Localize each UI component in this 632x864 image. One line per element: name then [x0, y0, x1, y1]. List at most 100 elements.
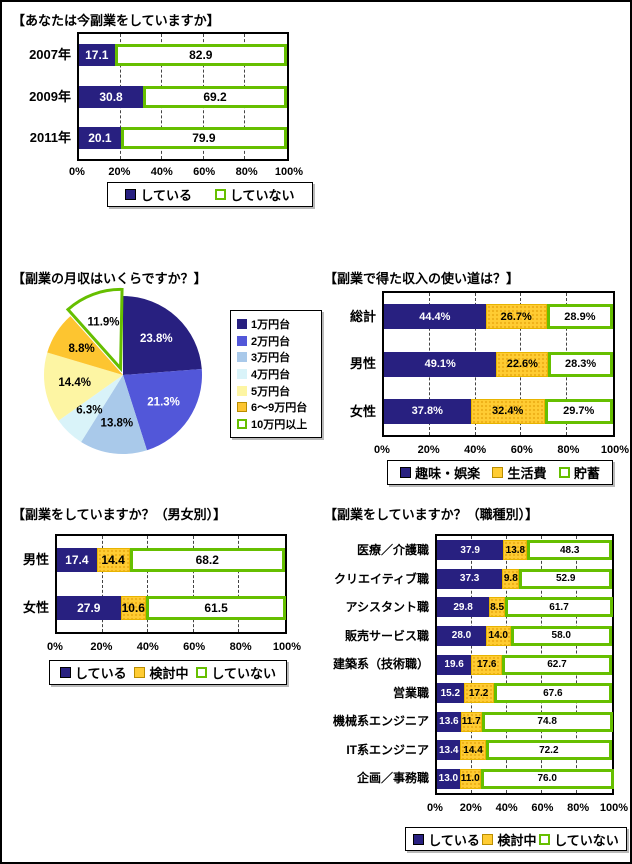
axis-tick-label: 100% [272, 641, 302, 653]
row-label: IT系エンジニア [346, 742, 429, 757]
chart-side-job-by-gender: 【副業をしていますか？（男女別）】 17.4 14.4 68.2 27.9 10.6 61… [8, 502, 320, 697]
legend-item: していない [539, 830, 619, 849]
bar-segment: 11.7 [460, 711, 482, 732]
legend-item: 1万円台 [237, 316, 315, 332]
legend-item: している [59, 663, 127, 682]
legend-label: 1万円台 [251, 319, 291, 332]
bar-segment: 14.0 [486, 625, 511, 646]
bar-row: 15.2 17.2 67.6 [437, 683, 612, 704]
legend-label: 6～9万円台 [251, 402, 308, 415]
axis-tick-label: 40% [150, 166, 173, 178]
bar-segment: 13.0 [437, 768, 460, 789]
legend-label: 4万円台 [251, 368, 291, 381]
row-label: アシスタント職 [345, 600, 429, 615]
bar-value-label: 28.0 [451, 630, 472, 642]
bar-segment: 13.4 [437, 740, 461, 761]
legend-swatch [196, 667, 208, 678]
axis-tick-label: 0% [47, 641, 63, 653]
legend-label: していない [554, 832, 619, 848]
bar-segment: 67.6 [493, 683, 612, 704]
bar-row: 19.6 17.6 62.7 [437, 654, 612, 675]
bar-segment: 14.4 [96, 548, 130, 572]
plot-area: 17.1 82.9 30.8 69.2 20.1 79.9 [77, 32, 289, 161]
axis-tick-label: 20% [459, 802, 482, 814]
axis-tick-label: 0% [427, 802, 443, 814]
bar-value-label: 76.0 [537, 773, 557, 785]
row-label: クリエイティブ職 [333, 571, 429, 586]
bar-value-label: 82.9 [189, 47, 213, 62]
bar-row: 28.0 14.0 58.0 [437, 625, 612, 646]
chart-monthly-income-pie: 【副業の月収はいくらですか？】 23.8% 21.3% 13.8% 6.3% 14.4%… [8, 266, 322, 476]
bar-value-label: 17.2 [468, 687, 489, 699]
bar-segment: 17.2 [463, 683, 494, 704]
bar-value-label: 72.2 [539, 744, 559, 756]
row-label: 男性 [349, 356, 376, 372]
row-label: 2011年 [29, 130, 71, 146]
legend-item: 生活費 [492, 463, 547, 482]
legend-swatch [413, 833, 425, 845]
row-label: 2007年 [29, 47, 71, 62]
legend-label: 5万円台 [251, 385, 291, 398]
legend-label: 10万円以上 [251, 418, 308, 431]
legend-label: している [74, 666, 127, 681]
bar-segment: 22.6% [496, 351, 549, 377]
chart-doing-side-job-by-year: 【あなたは今副業をしていますか】 17.1 82.9 30.8 69.2 20.1 79.… [8, 8, 320, 238]
bar-value-label: 14.4 [101, 553, 125, 567]
pie-slice [123, 296, 202, 375]
bar-value-label: 13.8 [505, 544, 526, 556]
bar-value-label: 14.4 [463, 744, 483, 756]
row-label: 販売サービス職 [344, 628, 429, 643]
bar-value-label: 44.4% [419, 310, 451, 323]
bar-segment: 14.4 [460, 740, 486, 761]
bar-value-label: 37.9 [460, 544, 480, 556]
bar-segment: 52.9 [519, 568, 612, 589]
pie-slice [47, 316, 123, 375]
bar-value-label: 8.5 [490, 601, 505, 613]
legend-label: 3万円台 [251, 352, 291, 365]
legend: している していない [107, 182, 313, 207]
legend-swatch [482, 833, 494, 845]
pie-slice-label: 14.4% [58, 377, 91, 389]
axis-tick-label: 0% [374, 444, 390, 456]
bar-segment: 29.8 [437, 597, 490, 618]
legend-label: 検討中 [497, 832, 537, 848]
legend-item: 10万円以上 [237, 416, 315, 432]
legend-swatch [237, 368, 247, 379]
axis-tick-label: 40% [136, 641, 159, 653]
bar-value-label: 15.2 [440, 687, 461, 699]
legend-swatch [539, 833, 551, 845]
legend-swatch [492, 467, 504, 478]
bar-segment: 15.2 [437, 683, 464, 704]
bar-segment: 74.8 [481, 711, 613, 732]
bar-value-label: 79.9 [192, 131, 216, 146]
gridline [238, 536, 240, 632]
chart-income-usage: 【副業で得た収入の使い道は？】 44.4% 26.7% 28.9% 49.1% 22.6… [320, 266, 630, 492]
axis-tick-label: 0% [69, 166, 85, 178]
bar-segment: 11.0 [459, 768, 481, 789]
pie-svg: 23.8% 21.3% 13.8%6.3% 14.4% 8.8% 11.9% [43, 287, 202, 454]
bar-segment: 44.4% [384, 304, 486, 330]
bar-value-label: 22.6% [506, 358, 538, 370]
row-label: 男性 [22, 552, 49, 567]
bar-value-label: 14.0 [488, 630, 508, 642]
bar-value-label: 26.7% [500, 310, 532, 323]
row-label: 女性 [22, 600, 49, 615]
chart-title: 【副業の月収はいくらですか？】 [12, 271, 207, 286]
axis-tick-label: 20% [417, 444, 440, 456]
bar-segment: 76.0 [480, 768, 614, 789]
bar-segment: 13.8 [503, 540, 528, 561]
bar-segment: 9.8 [502, 568, 520, 589]
legend-label: していない [229, 188, 295, 203]
bar-value-label: 9.8 [503, 573, 518, 585]
legend-item: していない [196, 663, 276, 682]
bar-row: 13.0 11.0 76.0 [437, 768, 614, 789]
row-label: 企画／事務職 [356, 771, 429, 786]
chart-side-job-by-occupation: 【副業をしていますか？（職種別）】 37.9 13.8 48.3 37.3 9.8 52.… [320, 502, 630, 862]
legend-item: 貯蓄 [558, 463, 600, 482]
legend-swatch [237, 385, 247, 396]
bar-value-label: 61.7 [549, 601, 569, 613]
bar-value-label: 32.4% [492, 405, 524, 418]
legend-swatch [125, 189, 137, 200]
legend-swatch [558, 467, 570, 478]
plot-area: 17.4 14.4 68.2 27.9 10.6 61.5 [55, 534, 287, 634]
